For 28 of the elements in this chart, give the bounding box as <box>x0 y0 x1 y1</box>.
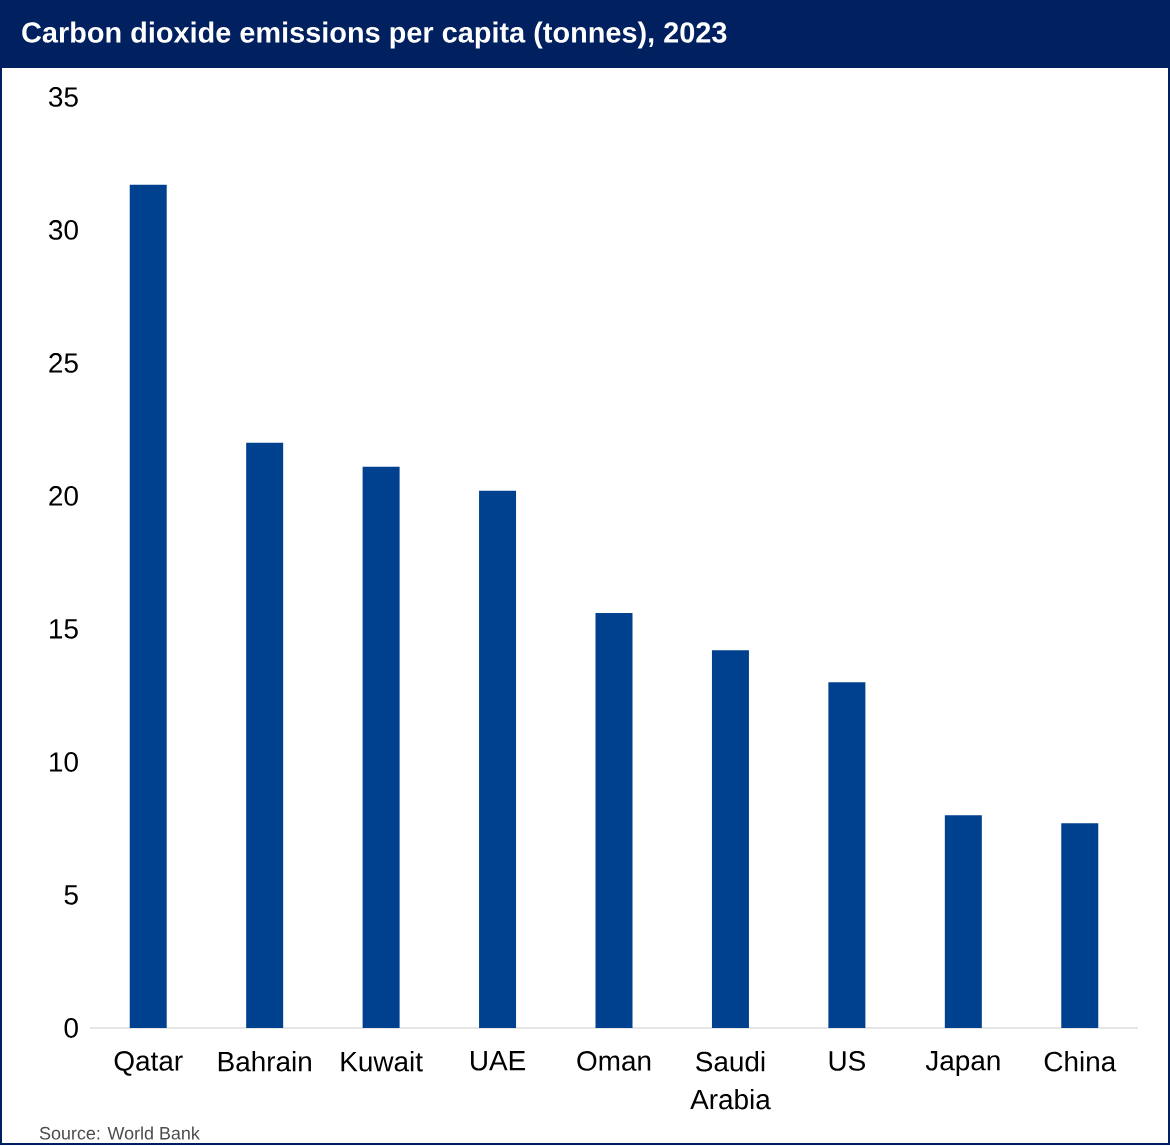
y-tick-label: 30 <box>49 219 78 240</box>
y-tick-label: 0 <box>64 1017 78 1038</box>
bar <box>944 815 982 1028</box>
x-tick-label: Japan <box>925 1050 1000 1076</box>
bar <box>711 650 749 1028</box>
y-tick-label: 10 <box>50 751 78 772</box>
x-tick-label: Kuwait <box>341 1050 423 1072</box>
x-tick-label: UAE <box>471 1050 526 1071</box>
bar <box>362 466 400 1028</box>
y-tick-label: 5 <box>64 885 78 905</box>
y-tick-label: 15 <box>50 619 78 639</box>
x-tick-label: Bahrain <box>218 1050 311 1072</box>
bar <box>246 442 284 1028</box>
x-tick-label: China <box>1044 1050 1117 1072</box>
source-note: Source: World Bank <box>39 1126 200 1140</box>
x-tick-label: US <box>829 1050 865 1071</box>
x-tick-label: Saudi Arabia <box>690 1050 771 1110</box>
bar <box>479 490 517 1028</box>
y-tick-label: 25 <box>49 352 78 373</box>
chart-title: Carbon dioxide emissions per capita (tonnes), 2023 <box>22 21 727 49</box>
bar <box>828 682 866 1028</box>
x-tick-label: Qatar <box>114 1050 183 1076</box>
x-tick-label: Oman <box>577 1050 651 1071</box>
bar <box>1061 823 1099 1028</box>
bar <box>129 184 167 1028</box>
bar <box>595 612 633 1028</box>
y-tick-label: 20 <box>49 485 78 506</box>
y-tick-label: 35 <box>49 86 78 107</box>
